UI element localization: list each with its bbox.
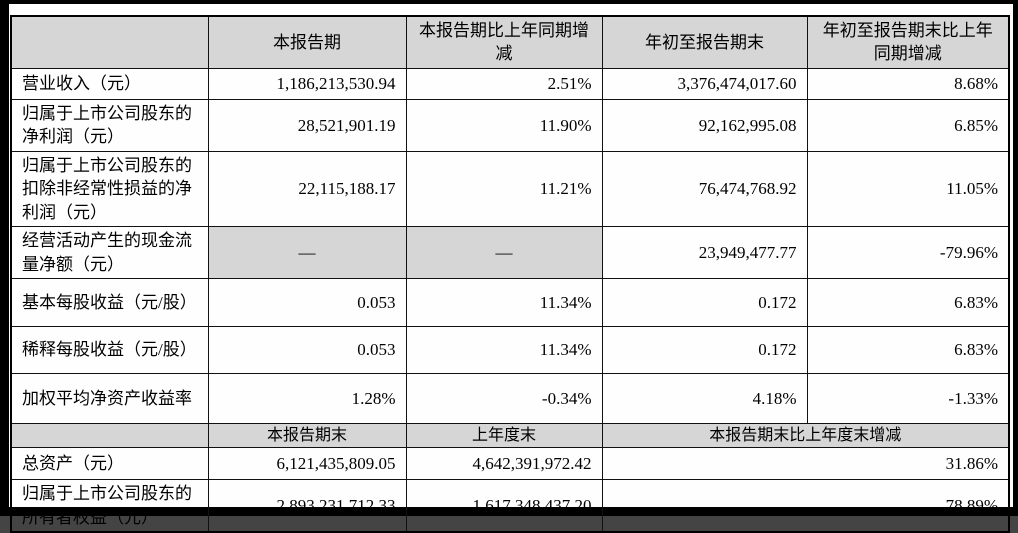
table-row-net-profit-excl-nonrecurring: 归属于上市公司股东的扣除非经常性损益的净利润（元） 22,115,188.17 …: [10, 150, 1010, 228]
table-row-net-profit: 归属于上市公司股东的净利润（元） 28,521,901.19 11.90% 92…: [10, 98, 1010, 152]
cell-current-period: 28,521,901.19: [207, 98, 407, 152]
header-current-period: 本报告期: [207, 15, 407, 69]
cell-ytd-yoy-change: -1.33%: [806, 373, 1010, 425]
header-ytd-yoy-change: 年初至报告期末比上年同期增减: [806, 15, 1010, 69]
cell-ytd: 0.172: [601, 278, 808, 328]
row-label: 总资产（元）: [10, 447, 209, 481]
cell-current-period: 1,186,213,530.94: [207, 67, 407, 100]
subheader-empty-cell: [10, 423, 209, 449]
table-row-weighted-avg-roe: 加权平均净资产收益率 1.28% -0.34% 4.18% -1.33%: [10, 373, 1010, 425]
table-row-operating-cash-flow: 经营活动产生的现金流量净额（元） — — 23,949,477.77 -79.9…: [10, 226, 1010, 280]
row-label: 归属于上市公司股东的净利润（元）: [10, 98, 209, 152]
table-row-diluted-eps: 稀释每股收益（元/股） 0.053 11.34% 0.172 6.83%: [10, 326, 1010, 375]
cell-yoy-change: 11.21%: [405, 150, 603, 228]
cell-ytd: 0.172: [601, 326, 808, 375]
cell-current-period-na: —: [207, 226, 407, 280]
row-label: 基本每股收益（元/股）: [10, 278, 209, 328]
table-row-owners-equity: 归属于上市公司股东的所有者权益（元） 2,893,231,712.33 1,61…: [10, 479, 1010, 533]
row-label: 营业收入（元）: [10, 67, 209, 100]
cell-prev-year-end: 1,617,348,437.20: [405, 479, 603, 533]
cell-yoy-change: 2.51%: [405, 67, 603, 100]
subheader-change-vs-prev-year-end: 本报告期末比上年度末增减: [601, 423, 1010, 449]
row-label: 归属于上市公司股东的扣除非经常性损益的净利润（元）: [10, 150, 209, 228]
cell-change-vs-prev-year-end: 31.86%: [601, 447, 1010, 481]
key-financial-data-table: 本报告期 本报告期比上年同期增减 年初至报告期末 年初至报告期末比上年同期增减 …: [10, 15, 1010, 533]
row-label: 稀释每股收益（元/股）: [10, 326, 209, 375]
cell-ytd: 76,474,768.92: [601, 150, 808, 228]
cell-ytd: 3,376,474,017.60: [601, 67, 808, 100]
header-yoy-change: 本报告期比上年同期增减: [405, 15, 603, 69]
document-page: 本报告期 本报告期比上年同期增减 年初至报告期末 年初至报告期末比上年同期增减 …: [9, 4, 1013, 533]
subheader-prev-year-end: 上年度末: [405, 423, 603, 449]
cell-current-period: 0.053: [207, 326, 407, 375]
header-empty-cell: [10, 15, 209, 69]
cell-ytd-yoy-change: 8.68%: [806, 67, 1010, 100]
subheader-current-period-end: 本报告期末: [207, 423, 407, 449]
cell-yoy-change: 11.90%: [405, 98, 603, 152]
row-label: 经营活动产生的现金流量净额（元）: [10, 226, 209, 280]
table-row-revenue: 营业收入（元） 1,186,213,530.94 2.51% 3,376,474…: [10, 67, 1010, 100]
cell-ytd-yoy-change: 6.83%: [806, 326, 1010, 375]
row-label: 归属于上市公司股东的所有者权益（元）: [10, 479, 209, 533]
cell-yoy-change: 11.34%: [405, 278, 603, 328]
cell-yoy-change: -0.34%: [405, 373, 603, 425]
cell-ytd: 23,949,477.77: [601, 226, 808, 280]
cell-ytd-yoy-change: 11.05%: [806, 150, 1010, 228]
cell-ytd: 4.18%: [601, 373, 808, 425]
table-header-row: 本报告期 本报告期比上年同期增减 年初至报告期末 年初至报告期末比上年同期增减: [10, 15, 1010, 69]
cell-ytd-yoy-change: 6.85%: [806, 98, 1010, 152]
cell-change-vs-prev-year-end: 78.89%: [601, 479, 1010, 533]
cell-prev-year-end: 4,642,391,972.42: [405, 447, 603, 481]
header-ytd: 年初至报告期末: [601, 15, 808, 69]
cell-current-period-end: 6,121,435,809.05: [207, 447, 407, 481]
cell-ytd-yoy-change: -79.96%: [806, 226, 1010, 280]
cell-current-period: 22,115,188.17: [207, 150, 407, 228]
cell-current-period-end: 2,893,231,712.33: [207, 479, 407, 533]
table-row-basic-eps: 基本每股收益（元/股） 0.053 11.34% 0.172 6.83%: [10, 278, 1010, 328]
cell-current-period: 0.053: [207, 278, 407, 328]
cell-yoy-change: 11.34%: [405, 326, 603, 375]
cell-yoy-change-na: —: [405, 226, 603, 280]
table-subheader-row: 本报告期末 上年度末 本报告期末比上年度末增减: [10, 423, 1010, 449]
cell-ytd-yoy-change: 6.83%: [806, 278, 1010, 328]
cell-ytd: 92,162,995.08: [601, 98, 808, 152]
row-label: 加权平均净资产收益率: [10, 373, 209, 425]
cell-current-period: 1.28%: [207, 373, 407, 425]
table-row-total-assets: 总资产（元） 6,121,435,809.05 4,642,391,972.42…: [10, 447, 1010, 481]
